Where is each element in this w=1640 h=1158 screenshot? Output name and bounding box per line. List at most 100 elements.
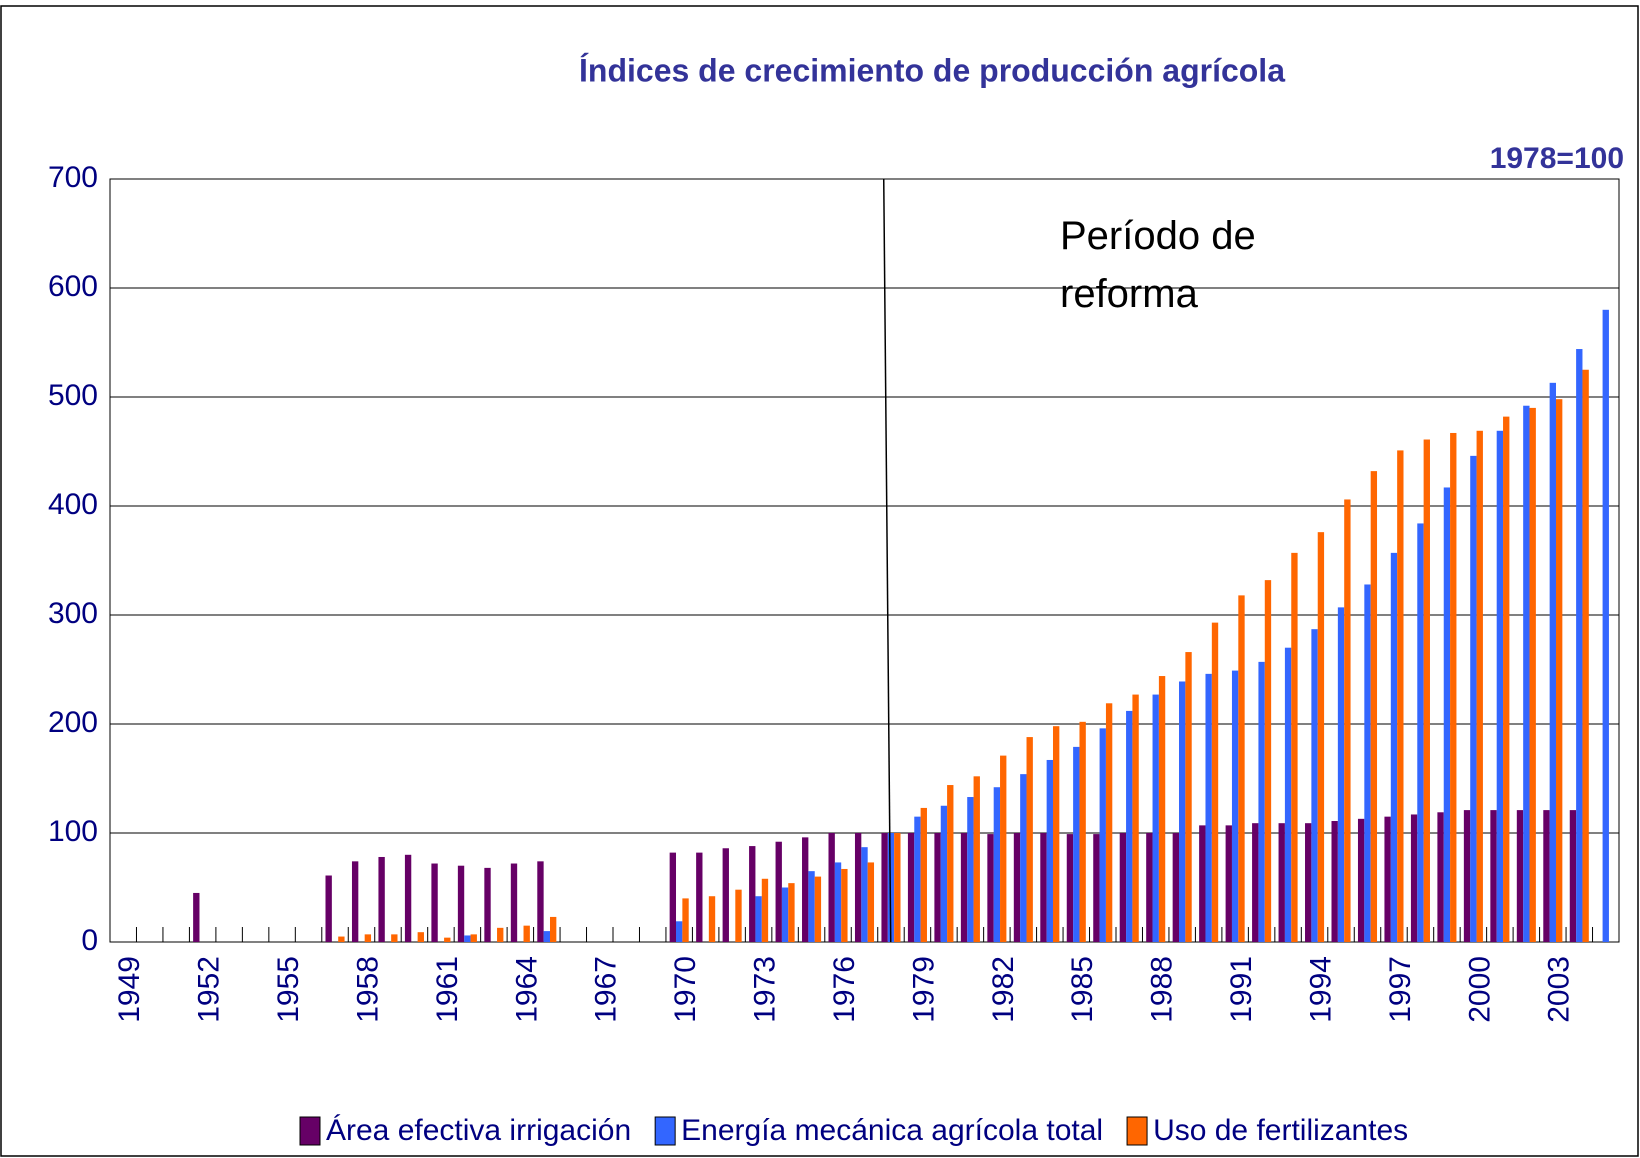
x-tick-label: 1952	[193, 956, 226, 1023]
bar	[749, 846, 756, 942]
bar	[1523, 405, 1530, 943]
bar	[1602, 309, 1609, 942]
bar	[1470, 455, 1477, 942]
bar	[351, 861, 359, 942]
bar	[1423, 439, 1430, 942]
legend-label: Área efectiva irrigación	[326, 1114, 631, 1147]
bar	[967, 797, 974, 942]
bar	[1384, 816, 1391, 942]
bar	[735, 889, 742, 942]
x-tick-label: 1970	[669, 956, 702, 1023]
bar	[775, 841, 782, 942]
bar	[1390, 552, 1398, 942]
bar	[1284, 647, 1292, 942]
bar	[1490, 810, 1497, 942]
bar	[1496, 430, 1504, 942]
bar	[549, 916, 557, 942]
y-tick-label: 600	[48, 270, 98, 303]
bar	[1199, 825, 1206, 942]
bar	[1437, 812, 1444, 942]
x-tick-label: 1964	[510, 956, 543, 1023]
bar	[841, 868, 848, 942]
bar	[1119, 833, 1127, 942]
bar	[1205, 673, 1212, 942]
bar	[1225, 825, 1232, 942]
bar	[1357, 818, 1365, 942]
bar	[676, 921, 683, 942]
bar	[828, 833, 835, 942]
bar	[1258, 661, 1265, 942]
x-tick-label: 1994	[1304, 956, 1337, 1023]
bar	[1040, 833, 1047, 942]
bar	[973, 776, 980, 942]
bar	[1291, 552, 1298, 942]
bar	[1231, 670, 1239, 942]
bar	[1099, 728, 1106, 942]
bar	[417, 932, 424, 942]
bar	[1052, 726, 1060, 942]
bar	[543, 931, 550, 942]
bar	[854, 833, 862, 942]
bar	[1305, 823, 1312, 942]
y-tick-label: 0	[81, 924, 98, 957]
legend-label: Uso de fertilizantes	[1153, 1114, 1408, 1147]
x-tick-label: 1991	[1225, 956, 1258, 1023]
x-tick-label: 1973	[749, 956, 782, 1023]
bar	[788, 883, 795, 942]
bar	[1443, 487, 1451, 942]
bar	[1397, 450, 1404, 942]
bar	[1146, 833, 1153, 942]
bar	[1549, 382, 1556, 943]
x-tick-label: 1949	[113, 956, 146, 1023]
bar	[1013, 833, 1021, 942]
bar	[802, 837, 809, 942]
bar	[1000, 755, 1007, 942]
bar	[325, 875, 332, 942]
y-tick-label: 400	[48, 488, 98, 521]
bar	[364, 934, 372, 942]
bar	[1278, 823, 1285, 942]
bar	[1264, 580, 1272, 942]
bar	[431, 863, 438, 942]
bar	[470, 934, 477, 942]
bar	[814, 876, 822, 942]
bar	[1555, 399, 1563, 942]
bar	[894, 833, 901, 942]
reform-divider	[882, 178, 892, 943]
y-tick-label: 700	[48, 161, 98, 194]
bar	[1516, 810, 1524, 942]
bar	[1331, 821, 1338, 942]
bar	[1185, 652, 1192, 942]
bar	[457, 865, 465, 942]
bar	[1543, 810, 1550, 942]
bar	[993, 787, 1001, 942]
bar	[1238, 595, 1245, 942]
bar	[391, 934, 398, 942]
bar	[1569, 810, 1577, 942]
bar	[1252, 823, 1259, 942]
bar	[1370, 471, 1378, 942]
bar	[1026, 737, 1033, 942]
bar	[537, 861, 544, 942]
bar	[1211, 622, 1219, 942]
legend-label: Energía mecánica agrícola total	[681, 1114, 1103, 1147]
bar	[755, 896, 762, 942]
x-tick-label: 1958	[351, 956, 384, 1023]
bar	[914, 816, 921, 942]
bar	[881, 833, 888, 942]
bar	[193, 892, 200, 942]
x-tick-label: 1955	[272, 956, 305, 1023]
x-tick-label: 1988	[1146, 956, 1179, 1023]
bar	[669, 852, 677, 942]
bar	[1093, 834, 1100, 942]
x-tick-label: 1982	[987, 956, 1020, 1023]
chart-title: Índices de crecimiento de producción agr…	[579, 52, 1285, 88]
bar	[1576, 349, 1583, 942]
bar	[1172, 833, 1180, 942]
x-tick-label: 2003	[1543, 956, 1576, 1023]
bar	[867, 862, 875, 942]
bar	[1158, 676, 1166, 942]
bar	[1105, 703, 1113, 942]
bar	[861, 847, 868, 942]
